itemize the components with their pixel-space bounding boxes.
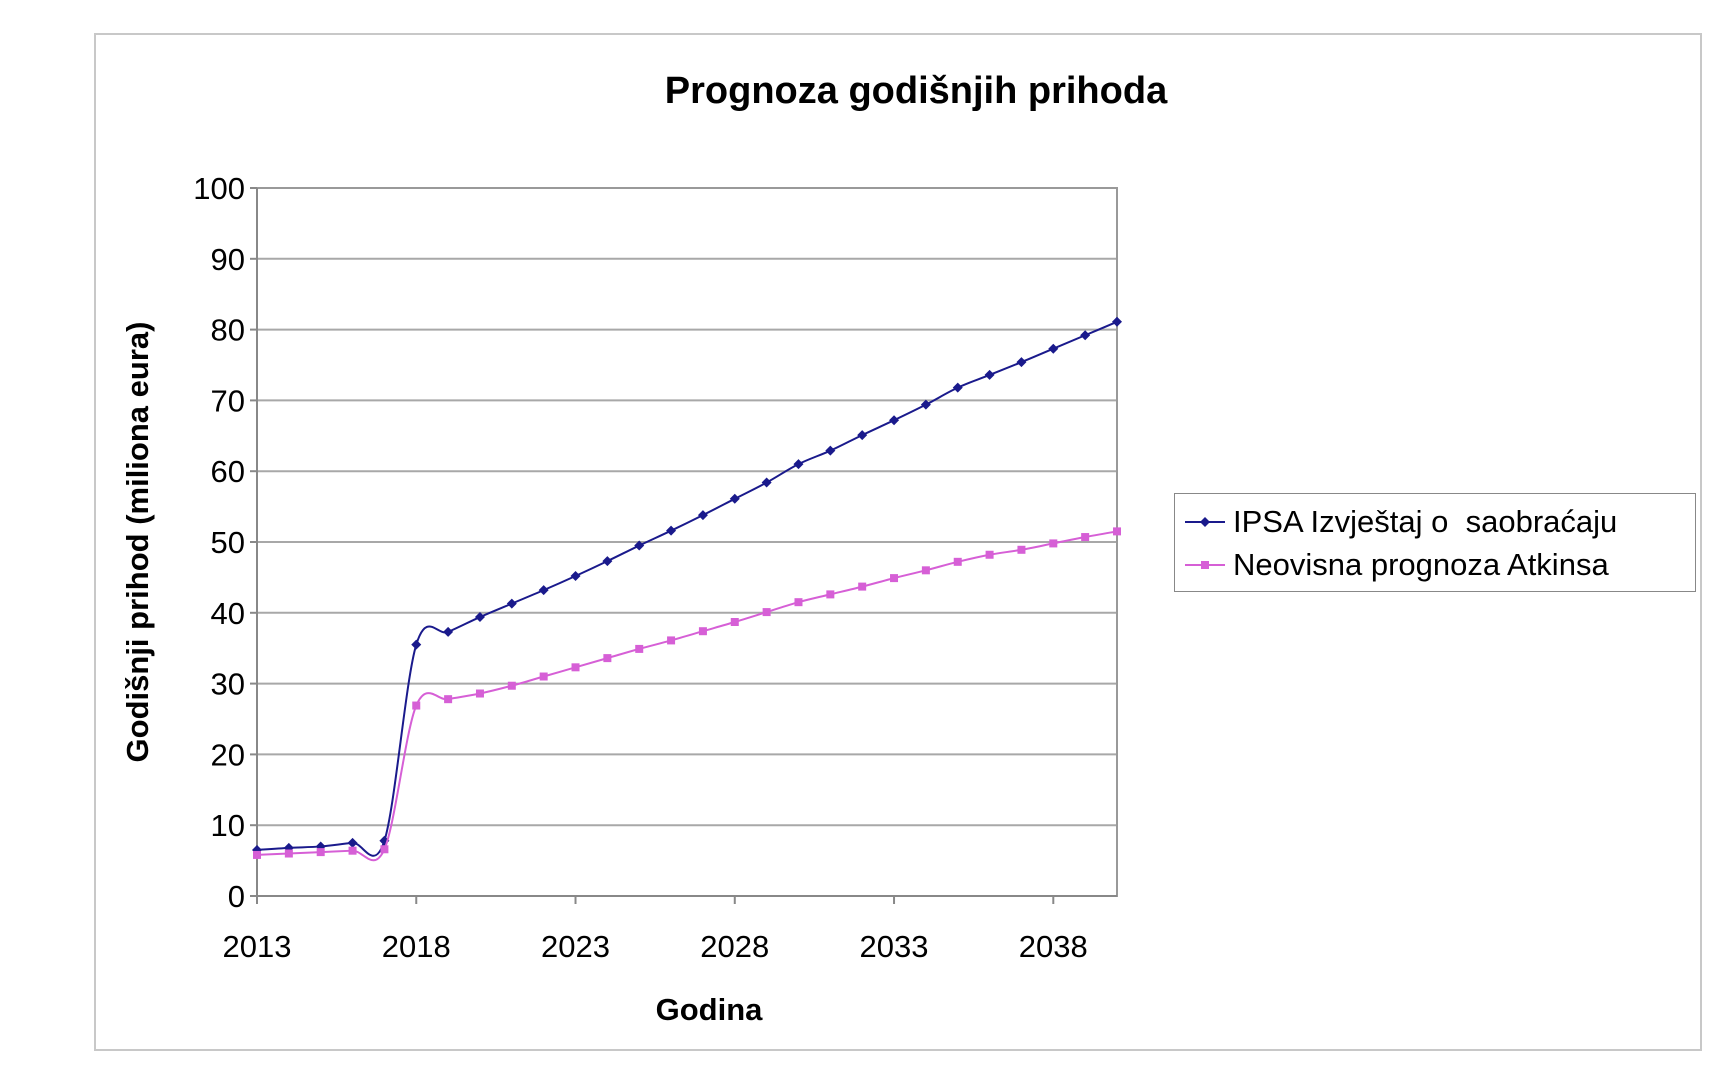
data-point-square <box>1081 533 1090 542</box>
data-point-square <box>348 846 357 855</box>
y-tick-label: 10 <box>211 808 245 843</box>
data-point-square <box>794 598 803 607</box>
data-point-diamond <box>952 382 963 393</box>
data-point-diamond <box>889 415 900 426</box>
data-point-square <box>539 672 548 681</box>
y-tick-label: 50 <box>211 525 245 560</box>
data-point-diamond <box>857 430 868 441</box>
data-point-diamond <box>1048 343 1059 354</box>
data-point-square <box>603 654 612 663</box>
data-point-diamond <box>634 540 645 551</box>
square-marker-icon <box>1185 561 1225 569</box>
y-tick-label: 30 <box>211 667 245 702</box>
y-tick-label: 60 <box>211 454 245 489</box>
chart-title: Prognoza godišnjih prihoda <box>665 70 1168 112</box>
data-point-square <box>985 550 994 559</box>
data-point-diamond <box>666 525 677 536</box>
data-point-diamond <box>761 477 772 488</box>
data-point-square <box>890 574 899 583</box>
data-point-square <box>380 845 389 854</box>
data-point-square <box>635 644 644 653</box>
data-point-square <box>921 566 930 575</box>
data-point-square <box>698 627 707 636</box>
data-point-square <box>507 681 516 690</box>
y-tick-label: 20 <box>211 737 245 772</box>
y-tick-label: 90 <box>211 242 245 277</box>
data-point-diamond <box>411 639 422 650</box>
legend: IPSA Izvještaj o saobraćaju Neovisna pro… <box>1174 493 1696 592</box>
y-tick-label: 40 <box>211 596 245 631</box>
legend-item-ipsa: IPSA Izvještaj o saobraćaju <box>1185 502 1617 542</box>
data-point-diamond <box>920 399 931 410</box>
data-point-diamond <box>538 585 549 596</box>
data-point-square <box>253 850 261 859</box>
data-point-diamond <box>793 459 804 470</box>
data-point-square <box>826 590 835 599</box>
data-point-square <box>953 557 962 566</box>
data-point-diamond <box>1112 316 1122 327</box>
x-axis-label: Godina <box>656 992 764 1027</box>
data-point-square <box>316 848 325 857</box>
data-point-diamond <box>697 510 708 521</box>
data-point-square <box>1017 545 1026 554</box>
data-point-diamond <box>602 556 613 567</box>
x-tick-label: 2033 <box>860 929 929 964</box>
y-tick-label: 0 <box>228 879 245 914</box>
legend-item-atkins: Neovisna prognoza Atkinsa <box>1185 545 1609 585</box>
data-point-square <box>444 695 453 704</box>
data-point-square <box>762 608 771 617</box>
legend-label: Neovisna prognoza Atkinsa <box>1233 547 1609 582</box>
data-point-diamond <box>984 369 995 380</box>
y-axis-label: Godišnji prihod (miliona eura) <box>120 322 155 763</box>
data-point-square <box>284 849 293 858</box>
series-line-0 <box>256 320 1118 857</box>
y-tick-label: 100 <box>193 171 245 206</box>
data-point-diamond <box>347 837 358 848</box>
series-line-1 <box>256 530 1118 862</box>
chart-frame <box>94 33 1702 1051</box>
data-point-diamond <box>1016 357 1027 368</box>
data-point-square <box>571 663 580 672</box>
diamond-marker-icon <box>1185 517 1225 527</box>
data-point-square <box>1049 539 1058 548</box>
x-tick-label: 2018 <box>382 929 451 964</box>
data-point-diamond <box>474 612 485 623</box>
data-point-square <box>730 618 739 627</box>
data-point-diamond <box>570 570 581 581</box>
data-point-diamond <box>1080 330 1091 341</box>
data-point-diamond <box>506 598 517 609</box>
data-point-square <box>475 689 484 698</box>
data-point-square <box>858 582 867 591</box>
data-point-square <box>1113 527 1121 536</box>
data-point-diamond <box>729 493 740 504</box>
x-tick-label: 2013 <box>223 929 292 964</box>
legend-label: IPSA Izvještaj o saobraćaju <box>1233 504 1618 539</box>
x-tick-label: 2038 <box>1019 929 1088 964</box>
data-point-diamond <box>825 445 836 456</box>
data-point-square <box>412 701 421 710</box>
y-tick-label: 80 <box>211 313 245 348</box>
y-tick-label: 70 <box>211 383 245 418</box>
data-point-diamond <box>443 626 454 637</box>
data-point-square <box>667 636 676 645</box>
x-tick-label: 2023 <box>541 929 610 964</box>
x-tick-label: 2028 <box>700 929 769 964</box>
